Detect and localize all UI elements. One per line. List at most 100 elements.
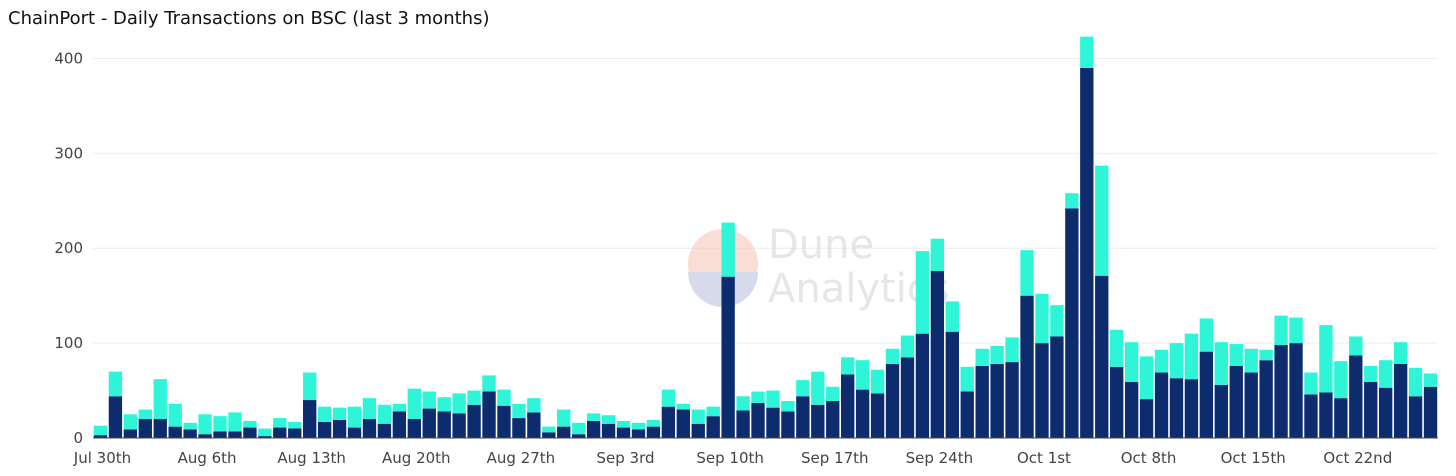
bar-segment-top — [796, 380, 810, 397]
bar-segment-top — [855, 360, 870, 390]
bar-segment-bottom — [885, 363, 900, 438]
x-tick-label: Sep 10th — [696, 449, 764, 467]
bar-segment-bottom — [572, 434, 586, 438]
bar-segment-top — [1095, 165, 1109, 276]
bar-segment-top — [781, 400, 795, 412]
bar-segment-bottom — [960, 391, 974, 438]
y-tick-label: 400 — [54, 49, 83, 67]
bar-segment-top — [631, 422, 646, 430]
x-tick-label: Oct 15th — [1221, 449, 1286, 467]
bar-segment-bottom — [93, 435, 108, 438]
bar-segment-top — [317, 406, 332, 422]
bar-segment-top — [586, 413, 601, 421]
bar-segment-top — [1244, 348, 1258, 373]
bar-segment-bottom — [317, 421, 332, 438]
x-tick-label: Aug 6th — [178, 449, 237, 467]
bar-segment-bottom — [1095, 275, 1109, 438]
bar-segment-bottom — [258, 436, 272, 438]
bar-segment-top — [332, 407, 347, 420]
bar-segment-top — [736, 396, 750, 411]
bar-segment-top — [153, 379, 167, 420]
bar-segment-top — [1065, 193, 1079, 209]
bar-segment-bottom — [1005, 362, 1019, 438]
bar-segment-top — [512, 403, 526, 419]
y-tick-label: 0 — [73, 429, 83, 447]
bar-segment-bottom — [826, 400, 840, 438]
bar-segment-bottom — [1020, 295, 1034, 438]
bar-segment-top — [377, 404, 392, 424]
bar-segment-top — [93, 425, 108, 436]
bar-segment-top — [1124, 342, 1139, 383]
bar-segment-top — [243, 420, 257, 428]
x-tick-label: Aug 13th — [277, 449, 346, 467]
bar-segment-top — [1319, 325, 1333, 393]
bar-segment-bottom — [497, 405, 511, 438]
bar-segment-top — [347, 406, 362, 428]
bar-segment-top — [945, 301, 959, 332]
x-axis: Jul 30th Aug 6th Aug 13th Aug 20th Aug 27th S… — [73, 437, 1438, 467]
x-tick-label: Jul 30th — [73, 449, 131, 467]
bar-segment-bottom — [930, 271, 945, 438]
bar-segment-bottom — [870, 393, 885, 438]
bar-segment-top — [1214, 342, 1228, 385]
bar-segment-bottom — [1334, 398, 1348, 438]
bars — [93, 36, 1438, 438]
bar-segment-top — [915, 251, 930, 334]
bar-segment-top — [870, 369, 885, 394]
bar-segment-top — [990, 345, 1004, 364]
bar-segment-bottom — [1259, 360, 1273, 438]
x-tick-label: Sep 24th — [906, 449, 974, 467]
bar-segment-top — [168, 403, 182, 427]
bar-segment-bottom — [1393, 363, 1408, 438]
bar-segment-top — [616, 420, 631, 428]
bar-segment-bottom — [362, 419, 377, 438]
bar-segment-top — [975, 348, 989, 366]
bar-segment-bottom — [811, 404, 825, 438]
bar-segment-top — [1199, 318, 1214, 352]
bar-segment-bottom — [407, 419, 421, 438]
bar-segment-top — [1379, 360, 1393, 388]
bar-segment-top — [1035, 293, 1049, 344]
bar-segment-bottom — [1423, 386, 1438, 438]
bar-segment-bottom — [945, 331, 959, 438]
bar-segment-bottom — [915, 333, 930, 438]
bar-segment-top — [288, 421, 302, 429]
bar-segment-bottom — [123, 429, 138, 438]
bar-segment-top — [183, 422, 197, 430]
bar-segment-bottom — [1244, 372, 1258, 438]
bar-segment-bottom — [1065, 208, 1079, 438]
bar-segment-bottom — [1319, 392, 1333, 438]
bar-segment-bottom — [676, 409, 690, 438]
bar-segment-top — [1169, 343, 1184, 379]
bar-segment-top — [407, 388, 421, 420]
bar-segment-bottom — [467, 404, 481, 438]
bar-segment-bottom — [213, 431, 227, 438]
bar-segment-bottom — [228, 431, 242, 438]
bar-segment-bottom — [332, 419, 347, 438]
bar-segment-top — [960, 366, 974, 392]
bar-segment-top — [198, 414, 212, 435]
bar-segment-top — [1110, 329, 1124, 367]
bar-segment-top — [482, 375, 496, 392]
bar-segment-top — [751, 391, 765, 403]
x-tick-label: Oct 22nd — [1323, 449, 1392, 467]
bar-segment-bottom — [243, 427, 257, 438]
bar-segment-top — [1423, 373, 1438, 387]
gridlines — [93, 57, 1438, 344]
bar-segment-top — [706, 406, 720, 417]
bar-segment-bottom — [1139, 399, 1154, 438]
bar-segment-bottom — [168, 426, 182, 438]
bar-segment-top — [213, 416, 227, 432]
bar-segment-top — [422, 391, 436, 409]
bar-segment-top — [601, 415, 616, 424]
bar-segment-bottom — [512, 418, 526, 438]
bar-segment-bottom — [1229, 365, 1243, 438]
x-tick-label: Oct 8th — [1121, 449, 1177, 467]
bar-segment-top — [557, 409, 571, 427]
bar-segment-bottom — [646, 426, 661, 438]
x-tick-label: Aug 27th — [487, 449, 556, 467]
y-tick-label: 100 — [54, 334, 83, 352]
bar-segment-bottom — [796, 396, 810, 438]
bar-segment-bottom — [347, 427, 362, 438]
bar-segment-top — [228, 412, 242, 432]
